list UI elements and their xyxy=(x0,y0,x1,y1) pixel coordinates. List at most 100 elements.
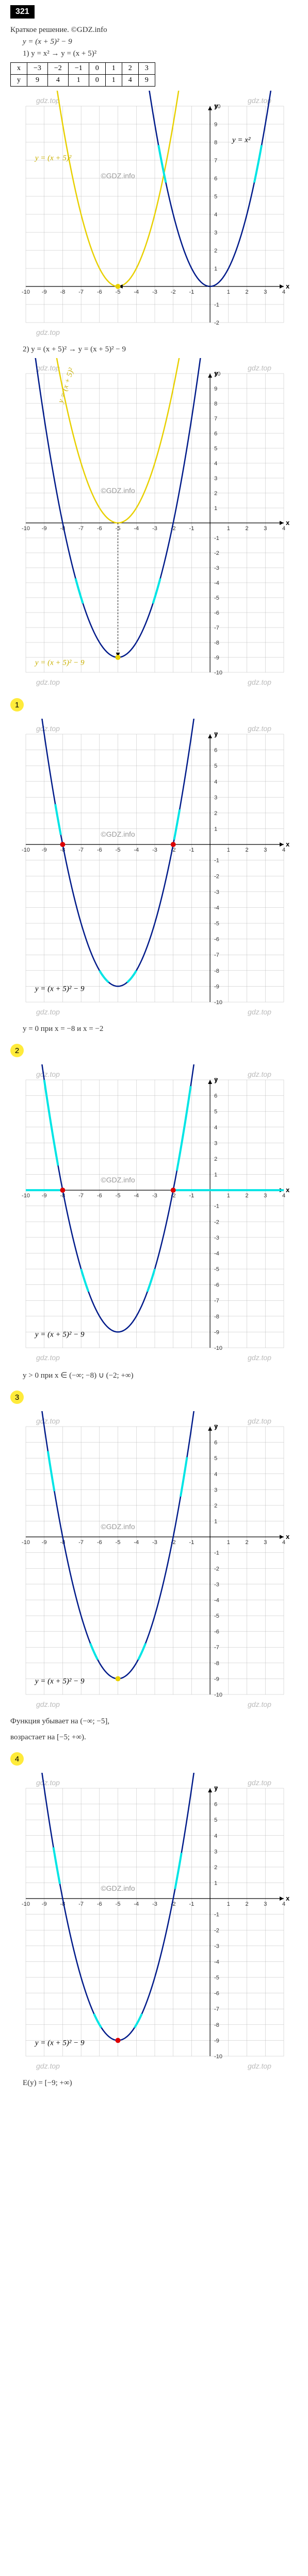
svg-text:-2: -2 xyxy=(214,320,219,326)
svg-text:3: 3 xyxy=(214,230,217,236)
svg-text:6: 6 xyxy=(214,1802,217,1808)
problem-number-badge: 321 xyxy=(10,5,35,19)
svg-text:-7: -7 xyxy=(78,1193,84,1199)
svg-text:-6: -6 xyxy=(214,937,219,943)
svg-text:y: y xyxy=(214,730,218,738)
svg-text:©GDZ.info: ©GDZ.info xyxy=(101,486,135,495)
chart-1: -10-9-8-7-6-5-4-3-2-11234-2-112345678910… xyxy=(10,91,299,338)
svg-text:-7: -7 xyxy=(78,1539,84,1546)
svg-text:8: 8 xyxy=(214,401,217,407)
svg-text:-10: -10 xyxy=(22,289,30,295)
svg-text:-2: -2 xyxy=(214,1927,219,1934)
svg-text:gdz.top: gdz.top xyxy=(248,724,271,733)
q2-result: y > 0 при x ∈ (−∞; −8) ∪ (−2; +∞) xyxy=(10,1370,298,1380)
svg-text:-10: -10 xyxy=(214,2054,222,2060)
question-3-badge: 3 xyxy=(10,1391,24,1404)
svg-text:1: 1 xyxy=(214,1519,217,1525)
svg-text:-5: -5 xyxy=(116,1539,121,1546)
svg-text:2: 2 xyxy=(214,1503,217,1509)
svg-text:y = (x + 5)² − 9: y = (x + 5)² − 9 xyxy=(34,1331,85,1339)
svg-text:gdz.top: gdz.top xyxy=(248,364,271,372)
chart-2: -10-9-8-7-6-5-4-3-2-11234-10-9-8-7-6-5-4… xyxy=(10,358,299,688)
svg-text:4: 4 xyxy=(282,1901,285,1907)
svg-text:-3: -3 xyxy=(152,289,157,295)
svg-text:-3: -3 xyxy=(214,889,219,895)
svg-text:gdz.top: gdz.top xyxy=(36,364,60,372)
question-2-badge: 2 xyxy=(10,1044,24,1057)
svg-text:3: 3 xyxy=(264,289,267,295)
svg-text:-10: -10 xyxy=(22,526,30,532)
svg-text:gdz.top: gdz.top xyxy=(36,1417,60,1425)
svg-text:3: 3 xyxy=(214,476,217,482)
svg-text:2: 2 xyxy=(246,526,249,532)
svg-text:-2: -2 xyxy=(214,1566,219,1572)
svg-text:gdz.top: gdz.top xyxy=(36,328,60,336)
svg-text:-5: -5 xyxy=(214,1266,219,1273)
svg-text:1: 1 xyxy=(214,266,217,272)
svg-text:y = (x + 5)² − 9: y = (x + 5)² − 9 xyxy=(34,659,85,667)
svg-text:©GDZ.info: ©GDZ.info xyxy=(101,172,135,180)
svg-text:gdz.top: gdz.top xyxy=(36,1070,60,1078)
svg-text:gdz.top: gdz.top xyxy=(248,1778,271,1787)
svg-text:gdz.top: gdz.top xyxy=(36,96,60,105)
svg-text:4: 4 xyxy=(282,847,285,853)
svg-text:-9: -9 xyxy=(214,1329,219,1335)
svg-text:2: 2 xyxy=(214,490,217,497)
svg-text:4: 4 xyxy=(282,1193,285,1199)
svg-text:5: 5 xyxy=(214,763,217,769)
svg-text:-3: -3 xyxy=(214,1235,219,1241)
svg-text:-9: -9 xyxy=(214,1676,219,1682)
svg-text:gdz.top: gdz.top xyxy=(248,1353,271,1362)
svg-text:gdz.top: gdz.top xyxy=(36,1700,60,1708)
svg-text:-6: -6 xyxy=(214,610,219,616)
svg-text:2: 2 xyxy=(246,847,249,853)
svg-text:-5: -5 xyxy=(214,595,219,601)
svg-text:2: 2 xyxy=(246,289,249,295)
svg-text:3: 3 xyxy=(264,847,267,853)
svg-text:2: 2 xyxy=(246,1539,249,1546)
q1-result: y = 0 при x = −8 и x = −2 xyxy=(10,1025,298,1033)
svg-text:-1: -1 xyxy=(189,289,194,295)
svg-text:1: 1 xyxy=(214,505,217,512)
svg-text:-4: -4 xyxy=(134,847,139,853)
svg-text:-3: -3 xyxy=(152,1539,157,1546)
svg-text:-6: -6 xyxy=(97,289,102,295)
svg-text:-4: -4 xyxy=(214,580,219,586)
svg-text:©GDZ.info: ©GDZ.info xyxy=(101,1884,135,1892)
svg-text:©GDZ.info: ©GDZ.info xyxy=(101,830,135,838)
svg-text:©GDZ.info: ©GDZ.info xyxy=(101,1176,135,1184)
svg-text:2: 2 xyxy=(214,248,217,254)
svg-text:x: x xyxy=(286,840,290,848)
svg-text:-8: -8 xyxy=(214,2022,219,2028)
svg-text:2: 2 xyxy=(214,810,217,817)
svg-text:-5: -5 xyxy=(214,1975,219,1981)
svg-text:-8: -8 xyxy=(214,1314,219,1320)
svg-text:3: 3 xyxy=(264,1193,267,1199)
svg-text:-1: -1 xyxy=(214,302,219,308)
svg-text:4: 4 xyxy=(214,461,217,467)
svg-text:-8: -8 xyxy=(214,968,219,974)
question-1-badge: 1 xyxy=(10,698,24,711)
svg-text:-9: -9 xyxy=(42,847,47,853)
svg-text:1: 1 xyxy=(227,526,230,532)
svg-text:3: 3 xyxy=(214,1487,217,1493)
svg-text:-6: -6 xyxy=(97,1539,102,1546)
svg-text:y: y xyxy=(214,1422,218,1430)
svg-text:2: 2 xyxy=(214,1156,217,1162)
svg-text:-5: -5 xyxy=(116,847,121,853)
step2-text: 2) y = (x + 5)² → y = (x + 5)² − 9 xyxy=(10,345,298,354)
svg-text:gdz.top: gdz.top xyxy=(248,1070,271,1078)
svg-text:-5: -5 xyxy=(214,921,219,927)
svg-text:-9: -9 xyxy=(42,1539,47,1546)
svg-text:-7: -7 xyxy=(78,526,84,532)
svg-text:-9: -9 xyxy=(214,2038,219,2044)
svg-text:4: 4 xyxy=(214,1125,217,1131)
svg-text:-9: -9 xyxy=(42,289,47,295)
svg-text:y = (x + 5)² − 9: y = (x + 5)² − 9 xyxy=(34,985,85,993)
svg-text:5: 5 xyxy=(214,194,217,200)
chart-q1: -10-9-8-7-6-5-4-3-2-11234-10-9-8-7-6-5-4… xyxy=(10,719,299,1018)
svg-text:-1: -1 xyxy=(214,1550,219,1556)
svg-text:gdz.top: gdz.top xyxy=(248,678,271,686)
svg-text:4: 4 xyxy=(282,526,285,532)
svg-text:-7: -7 xyxy=(78,289,84,295)
